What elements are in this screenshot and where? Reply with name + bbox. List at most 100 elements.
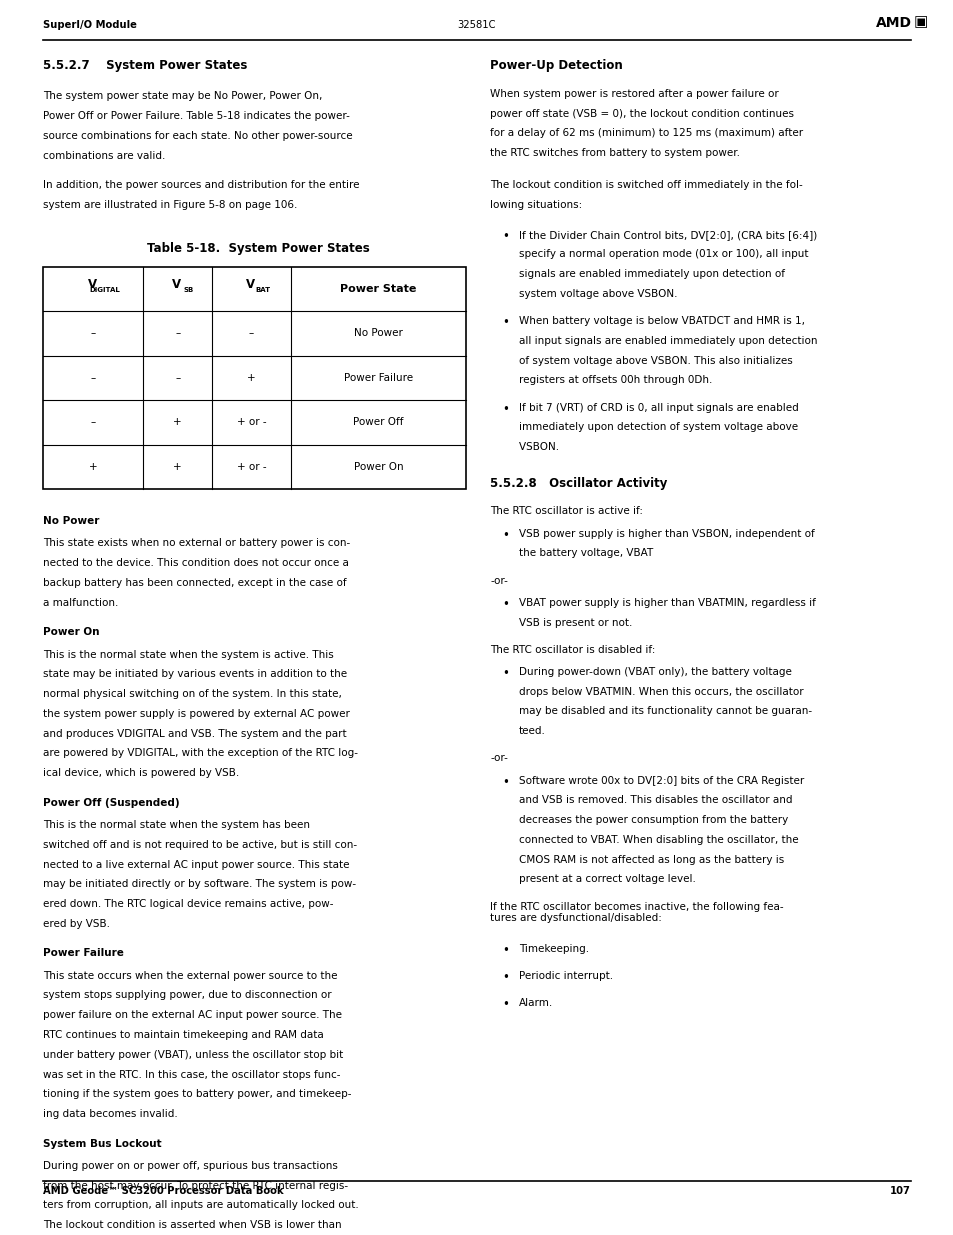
Text: Power Off: Power Off	[353, 417, 403, 427]
Text: No Power: No Power	[354, 329, 402, 338]
Text: –: –	[91, 329, 95, 338]
Text: ing data becomes invalid.: ing data becomes invalid.	[43, 1109, 177, 1119]
Text: Software wrote 00x to DV[2:0] bits of the CRA Register: Software wrote 00x to DV[2:0] bits of th…	[518, 776, 803, 785]
Text: are powered by V​DIGITAL, with the exception of the RTC log-: are powered by V​DIGITAL, with the excep…	[43, 748, 357, 758]
Text: BAT: BAT	[255, 288, 271, 293]
Text: -or-: -or-	[490, 576, 508, 585]
Text: ▣: ▣	[913, 15, 927, 30]
Text: Power Failure: Power Failure	[343, 373, 413, 383]
Text: System Bus Lockout: System Bus Lockout	[43, 1139, 161, 1149]
Text: •: •	[501, 403, 508, 416]
Text: When battery voltage is below V​BATDCT and HMR is 1,: When battery voltage is below V​BATDCT a…	[518, 316, 804, 326]
Text: + or -: + or -	[236, 417, 266, 427]
Text: –: –	[91, 417, 95, 427]
Text: Table 5-18.  System Power States: Table 5-18. System Power States	[147, 242, 369, 256]
Text: No Power: No Power	[43, 516, 99, 526]
Text: 5.5.2.8   Oscillator Activity: 5.5.2.8 Oscillator Activity	[490, 477, 667, 490]
Text: In addition, the power sources and distribution for the entire: In addition, the power sources and distr…	[43, 180, 359, 190]
Text: was set in the RTC. In this case, the oscillator stops func-: was set in the RTC. In this case, the os…	[43, 1070, 340, 1079]
Text: combinations are valid.: combinations are valid.	[43, 151, 165, 161]
Text: and V​SB is removed. This disables the oscillator and: and V​SB is removed. This disables the o…	[518, 795, 792, 805]
Text: –: –	[174, 329, 180, 338]
Text: present at a correct voltage level.: present at a correct voltage level.	[518, 874, 695, 884]
Text: from the host may occur. To protect the RTC internal regis-: from the host may occur. To protect the …	[43, 1181, 348, 1191]
Text: 5.5.2.7    System Power States: 5.5.2.7 System Power States	[43, 59, 247, 73]
Text: DIGITAL: DIGITAL	[89, 288, 120, 293]
Text: V​BAT power supply is higher than V​BATMIN, regardless if: V​BAT power supply is higher than V​BATM…	[518, 598, 815, 608]
Text: AMD Geode™ SC3200 Processor Data Book: AMD Geode™ SC3200 Processor Data Book	[43, 1186, 283, 1195]
Text: V: V	[172, 278, 181, 290]
Text: Alarm.: Alarm.	[518, 998, 553, 1008]
Text: –: –	[174, 373, 180, 383]
Text: Power State: Power State	[340, 284, 416, 294]
Text: The RTC oscillator is active if:: The RTC oscillator is active if:	[490, 506, 642, 516]
Text: This is the normal state when the system has been: This is the normal state when the system…	[43, 820, 310, 830]
Text: ered by V​SB.: ered by V​SB.	[43, 919, 110, 929]
Text: and produces V​DIGITAL and V​SB. The system and the part: and produces V​DIGITAL and V​SB. The sys…	[43, 729, 346, 739]
Text: Power Off or Power Failure. Table 5-18 indicates the power-: Power Off or Power Failure. Table 5-18 i…	[43, 111, 350, 121]
Text: +: +	[247, 373, 255, 383]
Text: 107: 107	[889, 1186, 910, 1195]
Text: power failure on the external AC input power source. The: power failure on the external AC input p…	[43, 1010, 341, 1020]
Text: Power Off (Suspended): Power Off (Suspended)	[43, 798, 179, 808]
Text: under battery power (V​BAT), unless the oscillator stop bit: under battery power (V​BAT), unless the …	[43, 1050, 343, 1060]
Text: During power-down (V​BAT only), the battery voltage: During power-down (V​BAT only), the batt…	[518, 667, 791, 677]
Text: all input signals are enabled immediately upon detection: all input signals are enabled immediatel…	[518, 336, 817, 346]
Text: •: •	[501, 667, 508, 680]
Text: •: •	[501, 998, 508, 1011]
Text: tioning if the system goes to battery power, and timekeep-: tioning if the system goes to battery po…	[43, 1089, 351, 1099]
Text: If the RTC oscillator becomes inactive, the following fea-
tures are dysfunction: If the RTC oscillator becomes inactive, …	[490, 902, 783, 923]
Text: the RTC switches from battery to system power.: the RTC switches from battery to system …	[490, 148, 740, 158]
Text: Power-Up Detection: Power-Up Detection	[490, 59, 622, 73]
Text: backup battery has been connected, except in the case of: backup battery has been connected, excep…	[43, 578, 346, 588]
Text: may be disabled and its functionality cannot be guaran-: may be disabled and its functionality ca…	[518, 706, 811, 716]
Text: •: •	[501, 230, 508, 243]
Text: ered down. The RTC logical device remains active, pow-: ered down. The RTC logical device remain…	[43, 899, 334, 909]
Text: •: •	[501, 971, 508, 984]
Text: nected to a live external AC input power source. This state: nected to a live external AC input power…	[43, 860, 349, 869]
Text: This state exists when no external or battery power is con-: This state exists when no external or ba…	[43, 538, 350, 548]
Text: •: •	[501, 598, 508, 611]
Text: •: •	[501, 316, 508, 330]
Text: CMOS RAM is not affected as long as the battery is: CMOS RAM is not affected as long as the …	[518, 855, 783, 864]
Text: Power On: Power On	[43, 627, 99, 637]
Text: teed.: teed.	[518, 726, 545, 736]
Text: V​SB is present or not.: V​SB is present or not.	[518, 618, 632, 627]
Text: for a delay of 62 ms (minimum) to 125 ms (maximum) after: for a delay of 62 ms (minimum) to 125 ms…	[490, 128, 802, 138]
Text: +: +	[89, 462, 97, 472]
Text: normal physical switching on of the system. In this state,: normal physical switching on of the syst…	[43, 689, 341, 699]
Text: This state occurs when the external power source to the: This state occurs when the external powe…	[43, 971, 337, 981]
Text: decreases the power consumption from the battery: decreases the power consumption from the…	[518, 815, 787, 825]
Text: •: •	[501, 776, 508, 789]
Text: SB: SB	[184, 288, 194, 293]
Text: •: •	[501, 944, 508, 957]
Text: a malfunction.: a malfunction.	[43, 598, 118, 608]
Text: system are illustrated in Figure 5-8 on page 106.: system are illustrated in Figure 5-8 on …	[43, 200, 297, 210]
Text: 32581C: 32581C	[457, 20, 496, 30]
Text: When system power is restored after a power failure or: When system power is restored after a po…	[490, 89, 779, 99]
Text: registers at offsets 00h through 0Dh.: registers at offsets 00h through 0Dh.	[518, 375, 712, 385]
Text: Power Failure: Power Failure	[43, 948, 124, 958]
Text: of system voltage above V​SBON. This also initializes: of system voltage above V​SBON. This als…	[518, 356, 792, 366]
Text: + or -: + or -	[236, 462, 266, 472]
Text: Power On: Power On	[354, 462, 403, 472]
Bar	[43, 267, 465, 489]
Text: -or-: -or-	[490, 753, 508, 763]
Text: system voltage above V​SBON.: system voltage above V​SBON.	[518, 289, 677, 299]
Text: V​SBON.: V​SBON.	[518, 442, 558, 452]
Text: V: V	[88, 278, 96, 290]
Text: AMD: AMD	[875, 16, 911, 30]
Text: source combinations for each state. No other power-source: source combinations for each state. No o…	[43, 131, 353, 141]
Text: signals are enabled immediately upon detection of: signals are enabled immediately upon det…	[518, 269, 784, 279]
Text: immediately upon detection of system voltage above: immediately upon detection of system vol…	[518, 422, 798, 432]
Text: SuperI/O Module: SuperI/O Module	[43, 20, 136, 30]
Text: specify a normal operation mode (01x or 100), all input: specify a normal operation mode (01x or …	[518, 249, 807, 259]
Text: The lockout condition is switched off immediately in the fol-: The lockout condition is switched off im…	[490, 180, 802, 190]
Text: Periodic interrupt.: Periodic interrupt.	[518, 971, 613, 981]
Text: Timekeeping.: Timekeeping.	[518, 944, 589, 953]
Text: the battery voltage, V​BAT: the battery voltage, V​BAT	[518, 548, 653, 558]
Text: switched off and is not required to be active, but is still con-: switched off and is not required to be a…	[43, 840, 356, 850]
Text: During power on or power off, spurious bus transactions: During power on or power off, spurious b…	[43, 1161, 337, 1171]
Text: The RTC oscillator is disabled if:: The RTC oscillator is disabled if:	[490, 645, 655, 655]
Text: ters from corruption, all inputs are automatically locked out.: ters from corruption, all inputs are aut…	[43, 1200, 358, 1210]
